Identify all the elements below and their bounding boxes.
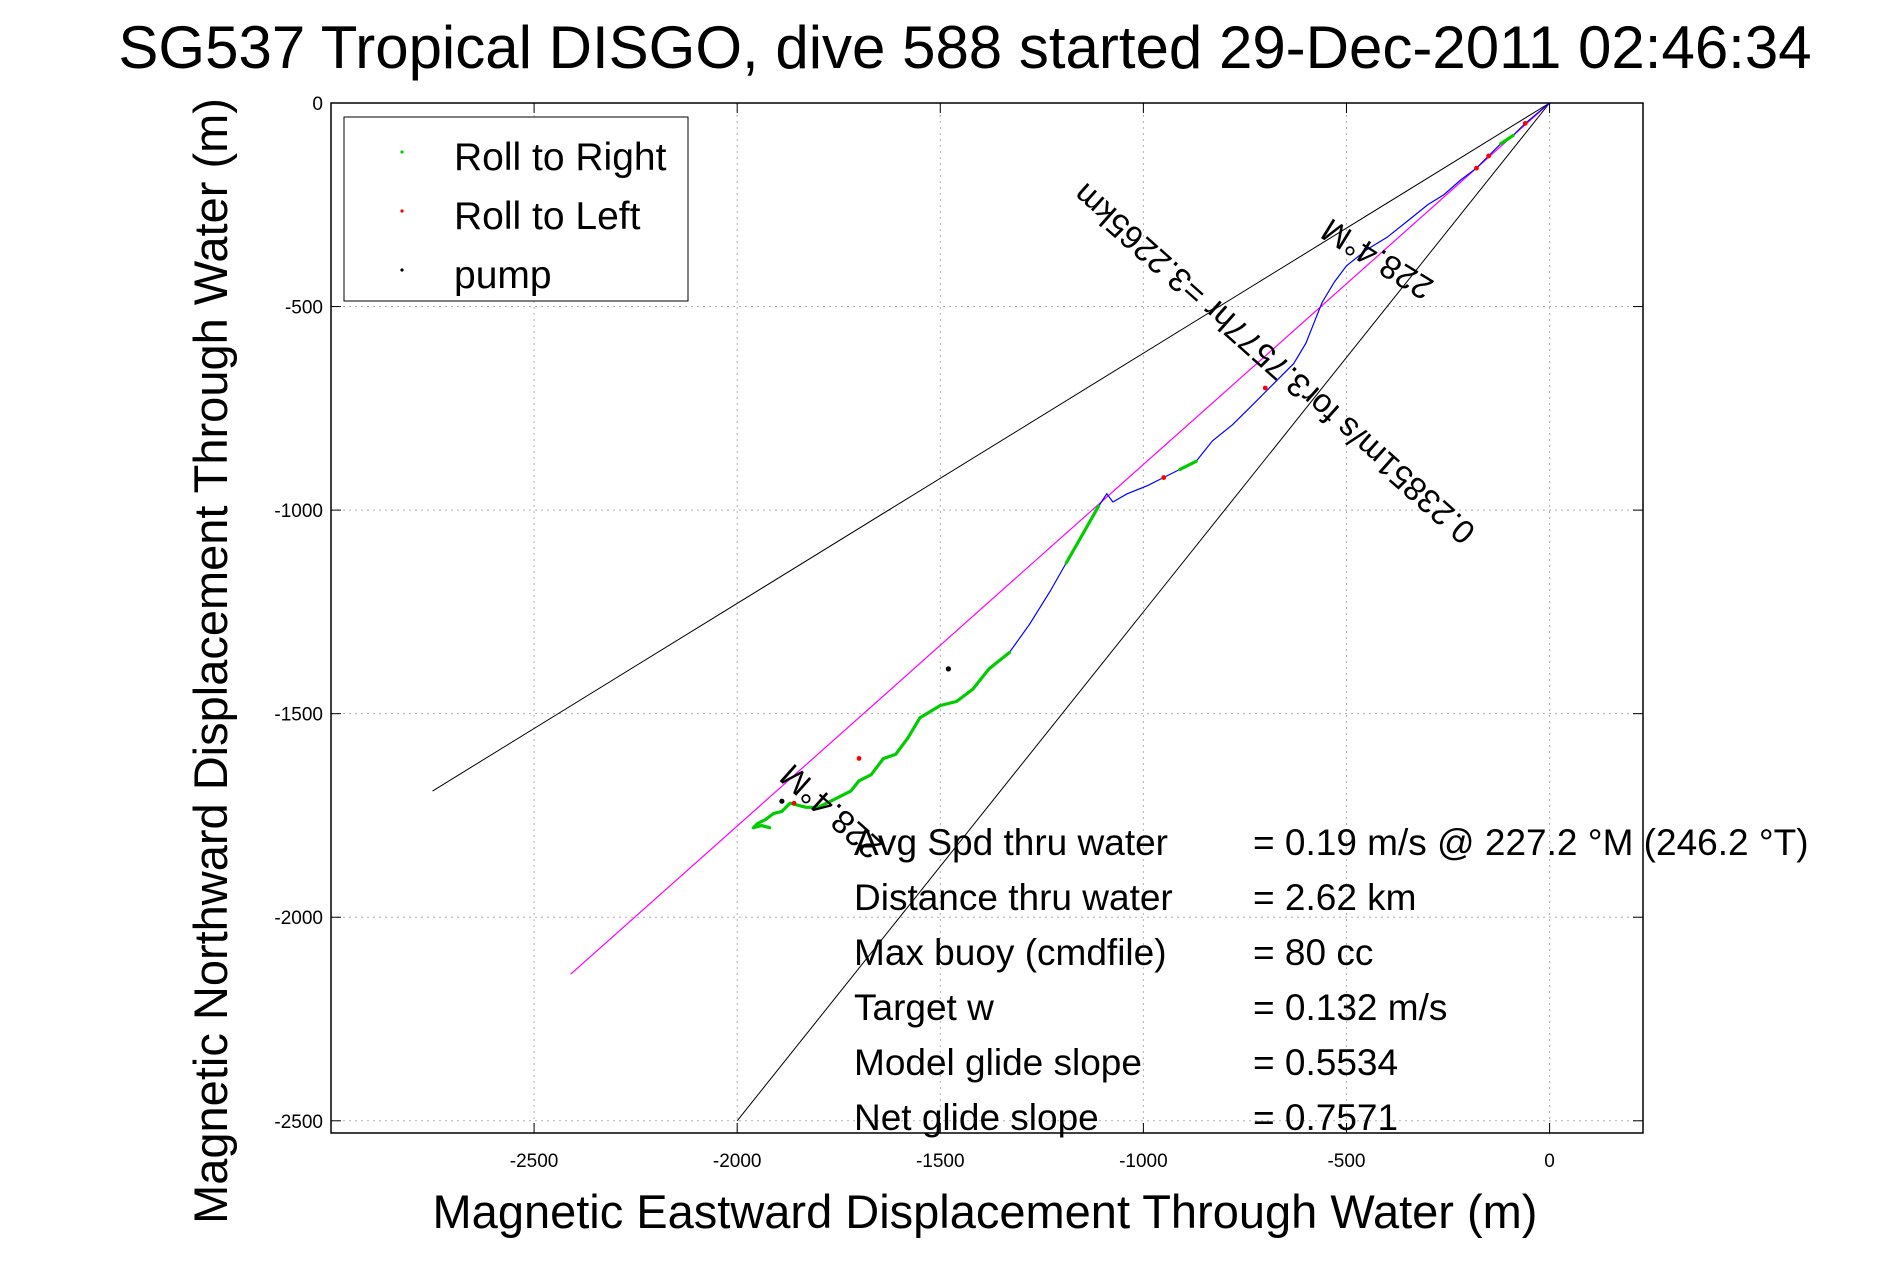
legend-marker-pump — [400, 268, 404, 272]
roll-right-segment — [1178, 459, 1198, 471]
y-axis-label: Magnetic Northward Displacement Through … — [184, 98, 237, 1224]
roll-left-point — [1474, 165, 1479, 171]
plot-area-frame — [330, 102, 1644, 1134]
y-tick-label: -1500 — [274, 705, 323, 726]
x-tick-label: -500 — [1327, 1151, 1365, 1172]
legend-marker-roll-left — [400, 209, 404, 213]
pump-point — [945, 666, 952, 672]
cone-lines — [432, 102, 1550, 1122]
axis-ticks: -2500 -2000 -1500 -1000 -500 0 0 -500 -1000 -1500… — [274, 94, 1643, 1172]
stat-label-distance: Distance thru water — [854, 877, 1173, 918]
roll-left-point — [1486, 153, 1492, 159]
stat-value-avg-speed: = 0.19 m/s @ 227.2 °M (246.2 °T) — [1253, 822, 1809, 863]
roll-right-segment — [751, 650, 1011, 830]
x-tick-label: -1500 — [916, 1151, 965, 1172]
roll-right-segment — [1064, 504, 1101, 565]
stat-label-target-w: Target w — [854, 987, 994, 1028]
roll-right-segment — [1499, 134, 1515, 146]
heading-line — [570, 102, 1550, 975]
roll-left-point — [1262, 385, 1268, 391]
pump-point — [779, 798, 785, 804]
dive-track — [751, 102, 1550, 829]
stat-value-model-glide: = 0.5534 — [1253, 1042, 1398, 1083]
y-tick-label: -2500 — [274, 1112, 323, 1133]
chart-title: SG537 Tropical DISGO, dive 588 started 2… — [118, 14, 1811, 81]
roll-left-point — [1522, 120, 1528, 126]
stats-block: Avg Spd thru water = 0.19 m/s @ 227.2 °M… — [854, 822, 1809, 1138]
legend-marker-roll-right — [400, 150, 404, 154]
y-tick-label: -2000 — [274, 908, 323, 929]
annotation-text: 0.23851m/s for3.7577hr =3.2265km — [1066, 176, 1482, 551]
roll-left-point — [856, 756, 862, 761]
legend-label-roll-left: Roll to Left — [454, 195, 641, 238]
x-tick-label: -2500 — [510, 1151, 559, 1172]
y-tick-label: -1000 — [274, 501, 323, 522]
annotation-text: 228.4°M — [1315, 211, 1439, 307]
x-tick-label: -1000 — [1119, 1151, 1168, 1172]
roll-left-point — [1161, 475, 1167, 480]
legend-label-pump: pump — [454, 254, 552, 297]
stat-value-max-buoy: = 80 cc — [1253, 932, 1373, 973]
x-tick-label: 0 — [1544, 1151, 1555, 1172]
stat-label-net-glide: Net glide slope — [854, 1097, 1099, 1138]
markers — [751, 120, 1528, 830]
stat-value-net-glide: = 0.7571 — [1253, 1097, 1398, 1138]
x-axis-label: Magnetic Eastward Displacement Through W… — [433, 1185, 1538, 1238]
stat-value-distance: = 2.62 km — [1253, 877, 1417, 918]
cone-line — [432, 102, 1550, 792]
stat-label-avg-speed: Avg Spd thru water — [854, 822, 1168, 863]
track-line — [751, 102, 1550, 829]
y-tick-label: 0 — [312, 94, 323, 115]
legend-label-roll-right: Roll to Right — [454, 136, 667, 179]
roll-left-point — [791, 800, 797, 806]
legend: Roll to Right Roll to Left pump — [343, 116, 689, 302]
cone-line — [736, 102, 1550, 1122]
stat-value-target-w: = 0.132 m/s — [1253, 987, 1447, 1028]
stat-label-max-buoy: Max buoy (cmdfile) — [854, 932, 1167, 973]
heading-line-segment — [570, 102, 1550, 975]
stat-label-model-glide: Model glide slope — [854, 1042, 1142, 1083]
x-tick-label: -2000 — [713, 1151, 762, 1172]
y-tick-label: -500 — [285, 298, 323, 319]
